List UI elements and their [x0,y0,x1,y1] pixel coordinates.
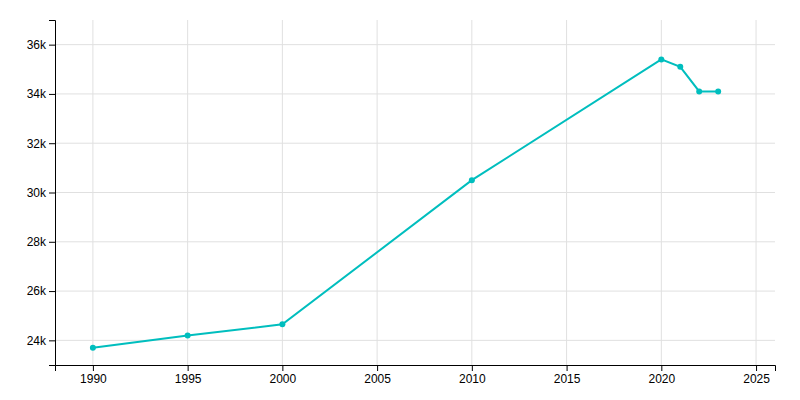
y-axis-line [49,21,56,366]
y-tick: 32k [27,137,55,151]
chart-svg: 1990 1995 2000 2005 2010 2015 2020 2025 24k 26k 28… [0,0,800,400]
grid [55,20,775,365]
y-tick: 30k [27,186,55,200]
x-tick-mark [756,365,757,371]
y-tick-label: 26k [27,284,47,298]
point [90,345,96,351]
y-grid-line [55,192,775,193]
line [93,59,718,347]
point [279,321,285,327]
point [715,88,721,94]
y-tick-mark [49,242,55,243]
x-tick-mark [567,365,568,371]
chart-container: 1990 1995 2000 2005 2010 2015 2020 2025 24k 26k 28… [0,0,800,400]
plot: 1990 1995 2000 2005 2010 2015 2020 2025 24k 26k 28… [27,20,776,386]
x-tick-label: 2000 [270,372,297,386]
y-tick-mark [49,143,55,144]
y-tick: 34k [27,87,55,101]
y-tick-label: 24k [27,334,47,348]
y-tick: 26k [27,284,55,298]
x-axis: 1990 1995 2000 2005 2010 2015 2020 2025 [56,365,776,386]
point [696,88,702,94]
y-tick-label: 32k [27,137,47,151]
y-tick-mark [49,94,55,95]
point [677,64,683,70]
y-tick-mark [49,340,55,341]
y-tick-label: 30k [27,186,47,200]
y-tick-mark [49,45,55,46]
y-tick-label: 28k [27,235,47,249]
x-tick: 2015 [554,365,581,386]
x-tick: 2000 [270,365,297,386]
y-grid-line [55,93,775,94]
y-grid-line [55,44,775,45]
x-tick: 1995 [175,365,202,386]
point [658,56,664,62]
point [185,332,191,338]
y-grid-line [55,241,775,242]
x-tick-label: 1995 [175,372,202,386]
y-grid-line [55,340,775,341]
y-tick: 36k [27,38,55,52]
y-axis: 24k 26k 28k 30k 32k 34k 36k [27,21,56,366]
x-tick-label: 2010 [459,372,486,386]
y-tick-label: 36k [27,38,47,52]
x-tick: 2020 [648,365,675,386]
y-grid-line [55,291,775,292]
y-tick-mark [49,291,55,292]
x-tick-mark [282,365,283,371]
x-tick: 2010 [459,365,486,386]
x-tick-label: 2025 [743,372,770,386]
y-grid-line [55,143,775,144]
y-tick-mark [49,193,55,194]
x-tick: 2005 [364,365,391,386]
x-tick: 1990 [80,365,107,386]
y-tick: 24k [27,334,55,348]
x-tick-label: 2020 [648,372,675,386]
x-tick-label: 2005 [364,372,391,386]
x-tick-mark [377,365,378,371]
x-tick-label: 1990 [80,372,107,386]
x-axis-line [56,366,776,372]
y-tick: 28k [27,235,55,249]
x-tick: 2025 [743,365,770,386]
y-tick-label: 34k [27,87,47,101]
x-tick-mark [661,365,662,371]
x-tick-mark [188,365,189,371]
x-tick-mark [472,365,473,371]
x-tick-mark [93,365,94,371]
point [469,177,475,183]
x-tick-label: 2015 [554,372,581,386]
marks [90,56,721,350]
